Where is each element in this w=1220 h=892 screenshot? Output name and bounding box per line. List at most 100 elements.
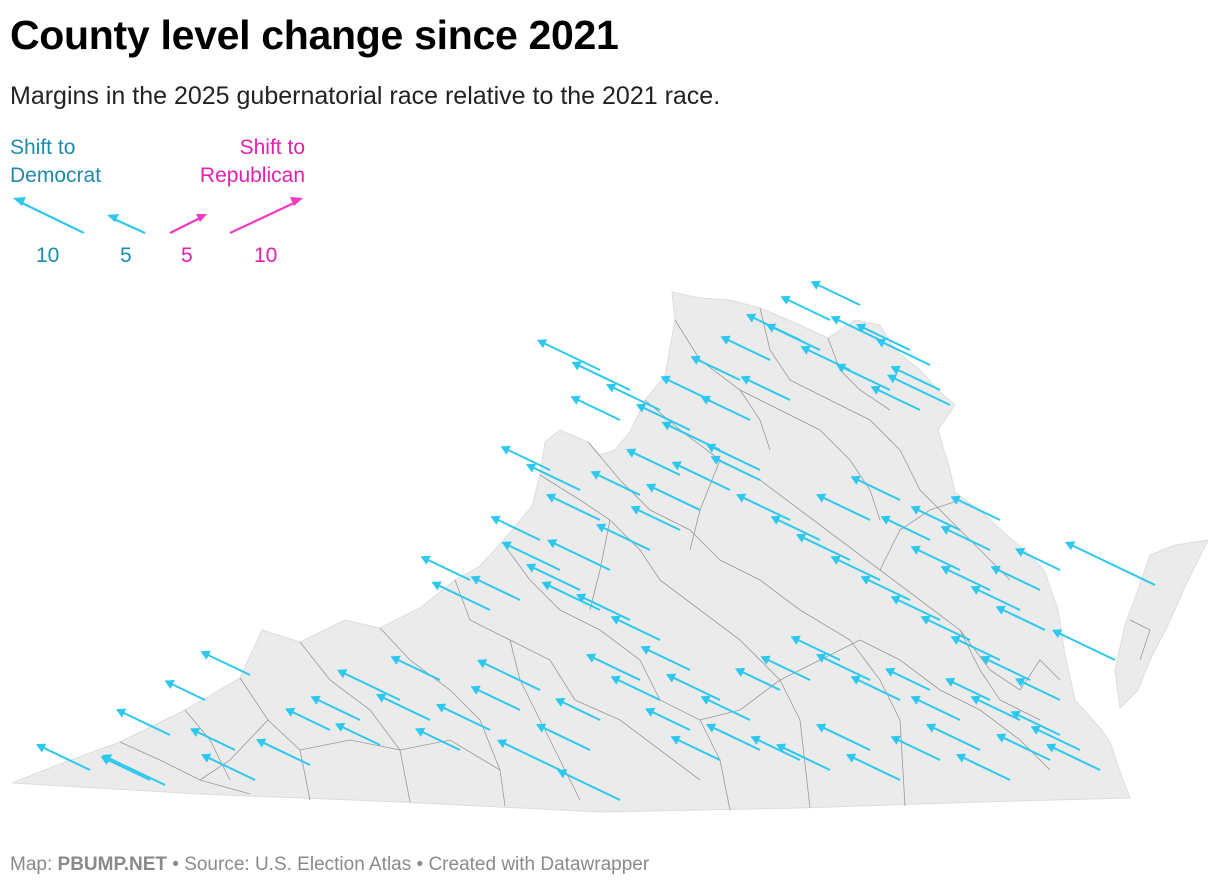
county-shift-arrow <box>1052 629 1116 661</box>
county-shift-arrow <box>890 595 941 621</box>
county-shift-arrow-head <box>830 555 841 565</box>
legend-arrow-rep-5 <box>169 214 207 234</box>
county-border <box>859 639 1051 771</box>
county-shift-arrow-head <box>376 693 387 703</box>
county-shift-arrow-head <box>1015 547 1026 557</box>
county-shift-arrow <box>780 295 831 321</box>
county-shift-arrow-head <box>760 655 771 665</box>
county-shift-arrow-head <box>816 723 827 733</box>
county-shift-arrow <box>1046 743 1101 771</box>
county-shift-arrow-shaft <box>916 548 961 571</box>
county-shift-arrow <box>856 323 911 351</box>
county-shift-arrow <box>555 697 601 721</box>
county-shift-arrow-shaft <box>716 458 761 481</box>
county-shift-arrow-shaft <box>342 672 401 701</box>
county-shift-arrow <box>940 565 991 591</box>
county-shift-arrow-head <box>201 753 212 763</box>
county-shift-arrow <box>436 703 491 731</box>
county-shift-arrow-shaft <box>195 730 236 751</box>
virginia-map <box>11 280 1209 813</box>
county-shift-arrow-shaft <box>711 446 761 471</box>
county-shift-arrow-head <box>636 403 647 413</box>
county-shift-arrow-shaft <box>631 451 681 476</box>
county-shift-arrow-head <box>501 541 512 551</box>
county-shift-arrow-shaft <box>551 496 601 521</box>
county-shift-arrow <box>164 680 206 701</box>
county-border <box>509 639 581 801</box>
county-shift-arrow-shaft <box>601 526 651 551</box>
county-shift-arrow-head <box>910 505 921 515</box>
county-shift-arrow-shaft <box>507 544 561 571</box>
county-shift-arrow-head <box>526 463 537 473</box>
county-shift-arrow-head <box>660 375 671 385</box>
county-shift-arrow-head <box>920 615 931 625</box>
county-shift-arrow <box>800 345 851 371</box>
county-shift-arrow-shaft <box>1036 728 1081 751</box>
county-borders <box>119 307 1151 811</box>
county-shift-arrow <box>536 723 591 751</box>
county-shift-arrow <box>335 722 381 746</box>
county-shift-arrow <box>626 448 681 476</box>
county-shift-arrow-shaft <box>476 578 521 601</box>
county-shift-arrow-shaft <box>956 638 1001 661</box>
county-shift-arrow <box>100 755 151 781</box>
county-shift-arrow-head <box>860 575 871 585</box>
county-shift-arrow-shaft <box>677 464 731 491</box>
county-shift-arrow-head <box>557 769 568 779</box>
county-shift-arrow <box>950 495 1001 521</box>
county-shift-arrow <box>770 515 821 541</box>
county-shift-arrow-shaft <box>740 670 781 691</box>
county-shift-arrow-head <box>630 505 641 515</box>
county-shift-arrow-head <box>626 448 637 458</box>
county-shift-arrow-head <box>497 739 508 749</box>
county-shift-arrow-shaft <box>107 757 166 786</box>
county-shift-arrow-shaft <box>856 678 901 701</box>
county-shift-arrow-head <box>996 733 1007 743</box>
county-shift-arrow-shaft <box>821 496 871 521</box>
county-shift-arrow <box>940 525 991 551</box>
county-shift-arrow-shaft <box>1001 736 1051 761</box>
county-shift-arrow-head <box>415 727 426 737</box>
county-shift-arrow-head <box>546 493 557 503</box>
county-shift-arrow-shaft <box>290 710 331 731</box>
county-shift-arrow <box>590 470 641 496</box>
county-shift-arrow-shaft <box>641 406 691 431</box>
virginia-eastern-shore <box>1114 539 1209 710</box>
county-shift-arrow <box>1010 710 1061 736</box>
county-shift-arrow-head <box>746 313 757 323</box>
county-shift-arrow <box>500 445 551 471</box>
footer-brand-link[interactable]: PBUMP.NET <box>57 854 167 875</box>
county-shift-arrow-shaft <box>946 528 991 551</box>
county-shift-arrow-head <box>970 695 981 705</box>
county-shift-arrow <box>576 593 631 621</box>
county-shift-arrow-shaft <box>502 742 561 771</box>
county-shift-arrow <box>990 565 1041 591</box>
county-shift-arrow <box>790 635 841 661</box>
county-shift-arrow <box>700 695 751 721</box>
county-shift-arrow-shaft <box>726 338 771 361</box>
county-shift-arrow-head <box>310 695 321 705</box>
county-shift-arrow-shaft <box>562 772 621 801</box>
county-shift-arrow-head <box>700 695 711 705</box>
county-shift-arrow <box>945 677 991 701</box>
county-shift-arrow-shaft <box>340 725 381 746</box>
footer-credit: Map: PBUMP.NET • Source: U.S. Election A… <box>10 854 649 876</box>
county-shift-arrow <box>776 743 831 771</box>
county-shift-arrow-shaft <box>781 746 831 771</box>
county-border <box>199 719 269 781</box>
county-shift-arrow <box>910 505 961 531</box>
county-shift-arrow-head <box>610 615 621 625</box>
county-shift-arrow-head <box>670 735 681 745</box>
county-shift-arrow <box>477 659 541 691</box>
county-shift-arrow-head <box>956 753 967 763</box>
county-shift-arrow-shaft <box>437 584 491 611</box>
county-shift-arrow-shaft <box>961 756 1011 781</box>
county-shift-arrow-shaft <box>896 738 941 761</box>
county-shift-arrow-shaft <box>931 726 981 751</box>
county-shift-arrow-head <box>1065 541 1076 551</box>
county-shift-arrow-head <box>36 743 47 753</box>
county-shift-arrow-shaft <box>1020 550 1061 571</box>
county-shift-arrow-shaft <box>766 658 811 681</box>
county-shift-arrow-shaft <box>976 588 1021 611</box>
county-shift-arrow <box>830 555 881 581</box>
